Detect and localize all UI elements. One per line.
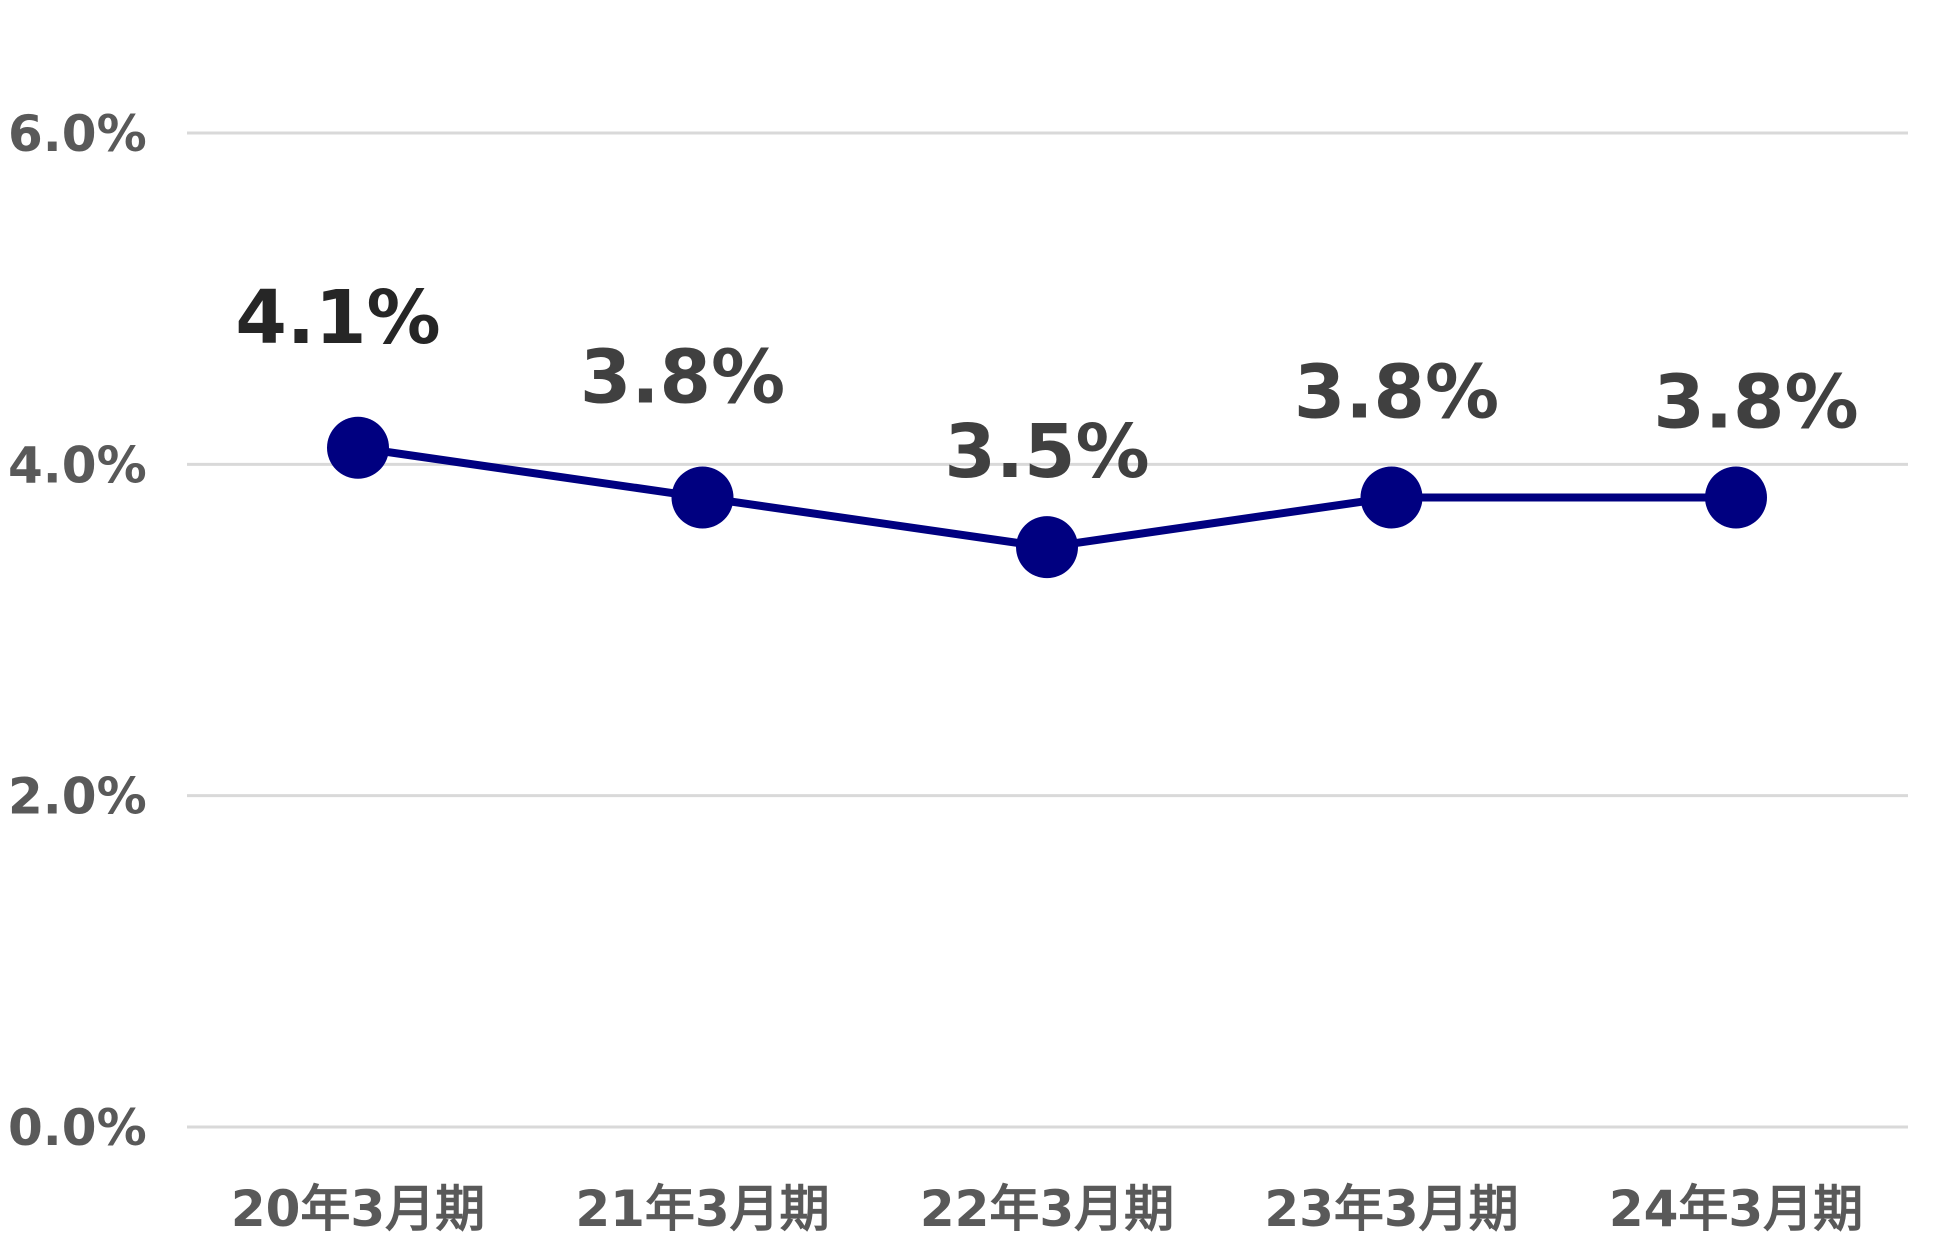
x-tick-label: 22年3月期 bbox=[920, 1180, 1174, 1238]
y-tick-label: 2.0% bbox=[8, 768, 147, 826]
data-point bbox=[1705, 466, 1767, 529]
data-label: 3.8% bbox=[1294, 349, 1499, 435]
y-axis-tick-labels: 0.0% 2.0% 4.0% 6.0% bbox=[8, 105, 147, 1157]
y-tick-label: 4.0% bbox=[8, 436, 147, 494]
x-axis-tick-labels: 20年3月期 21年3月期 22年3月期 23年3月期 24年3月期 bbox=[231, 1180, 1863, 1238]
x-tick-label: 21年3月期 bbox=[575, 1180, 829, 1238]
data-point bbox=[1016, 516, 1078, 579]
data-point bbox=[327, 416, 389, 479]
y-tick-label: 0.0% bbox=[8, 1099, 147, 1157]
gridlines bbox=[187, 131, 1908, 1129]
data-labels: 4.1% 3.8% 3.5% 3.8% 3.8% bbox=[235, 275, 1858, 495]
data-label: 3.8% bbox=[580, 334, 785, 420]
data-label: 3.5% bbox=[944, 409, 1149, 495]
data-label: 3.8% bbox=[1653, 359, 1858, 445]
data-point bbox=[671, 466, 734, 529]
data-points bbox=[327, 416, 1767, 579]
x-tick-label: 20年3月期 bbox=[231, 1180, 485, 1238]
data-point bbox=[1360, 466, 1423, 529]
data-label: 4.1% bbox=[235, 275, 440, 361]
x-tick-label: 24年3月期 bbox=[1609, 1180, 1863, 1238]
x-tick-label: 23年3月期 bbox=[1264, 1180, 1518, 1238]
y-tick-label: 6.0% bbox=[8, 105, 147, 163]
